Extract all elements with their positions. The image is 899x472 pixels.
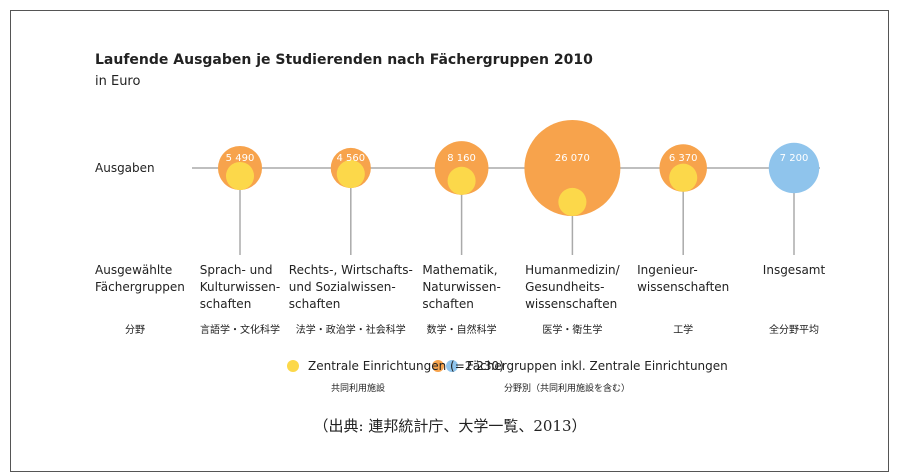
category-label-ja: 工学 (673, 325, 694, 336)
legend-label-ja: 分野別（共同利用施設を含む） (503, 384, 631, 394)
category-label: Rechts-, Wirtschafts- und Sozialwissen- … (288, 263, 413, 311)
value-label: 8 160 (447, 153, 476, 164)
legend-label: Fächergruppen inkl. Zentrale Einrichtung… (467, 359, 728, 373)
category-label: Humanmedizin/ Gesundheits- wissenschafte… (525, 263, 620, 311)
row-label: 分野 (125, 325, 145, 336)
legend-label-ja: 共同利用施設 (330, 384, 386, 394)
category-label: Insgesamt (762, 263, 826, 277)
category-label: Ingenieur- wissenschaften (637, 263, 730, 294)
legend-label: Zentrale Einrichtungen (=2 230) (308, 359, 504, 373)
source: （出典: 連邦統計庁、大学一覧、2013） (313, 417, 587, 435)
chart-title: Laufende Ausgaben je Studierenden nach F… (95, 52, 593, 68)
category-label-ja: 医学・衛生学 (542, 325, 603, 336)
legend-swatch (287, 360, 299, 372)
inner-bubble (558, 187, 587, 217)
row-label: Ausgewählte Fächergruppen (95, 263, 185, 294)
value-label: 7 200 (780, 153, 809, 164)
category-label-ja: 全分野平均 (769, 325, 819, 336)
inner-bubble (225, 161, 255, 191)
category-label-ja: 数学・自然科学 (426, 325, 497, 336)
value-label: 5 490 (226, 153, 255, 164)
category-label-ja: 言語学・文化科学 (200, 325, 280, 336)
row-label: Ausgaben (95, 161, 155, 175)
bubble (768, 142, 820, 194)
category-label-ja: 法学・政治学・社会科学 (295, 325, 406, 336)
category-label: Sprach- und Kulturwissen- schaften (199, 263, 281, 311)
value-label: 4 560 (336, 153, 365, 164)
inner-bubble (336, 159, 365, 189)
legend-swatch (432, 360, 444, 372)
chart: 5 490 4 560 8 160 26 070 6 370 7 200 (192, 120, 820, 372)
page: 5 490 4 560 8 160 26 070 6 370 7 200 Laufende… (10, 10, 889, 472)
chart-subtitle: in Euro (95, 74, 141, 89)
category-label: Mathematik, Naturwissen- schaften (422, 263, 501, 311)
inner-bubble (669, 163, 698, 192)
value-label: 6 370 (669, 153, 698, 164)
legend-swatch (446, 360, 458, 372)
value-label: 26 070 (555, 153, 590, 164)
inner-bubble (447, 166, 476, 195)
bubble (524, 120, 621, 216)
